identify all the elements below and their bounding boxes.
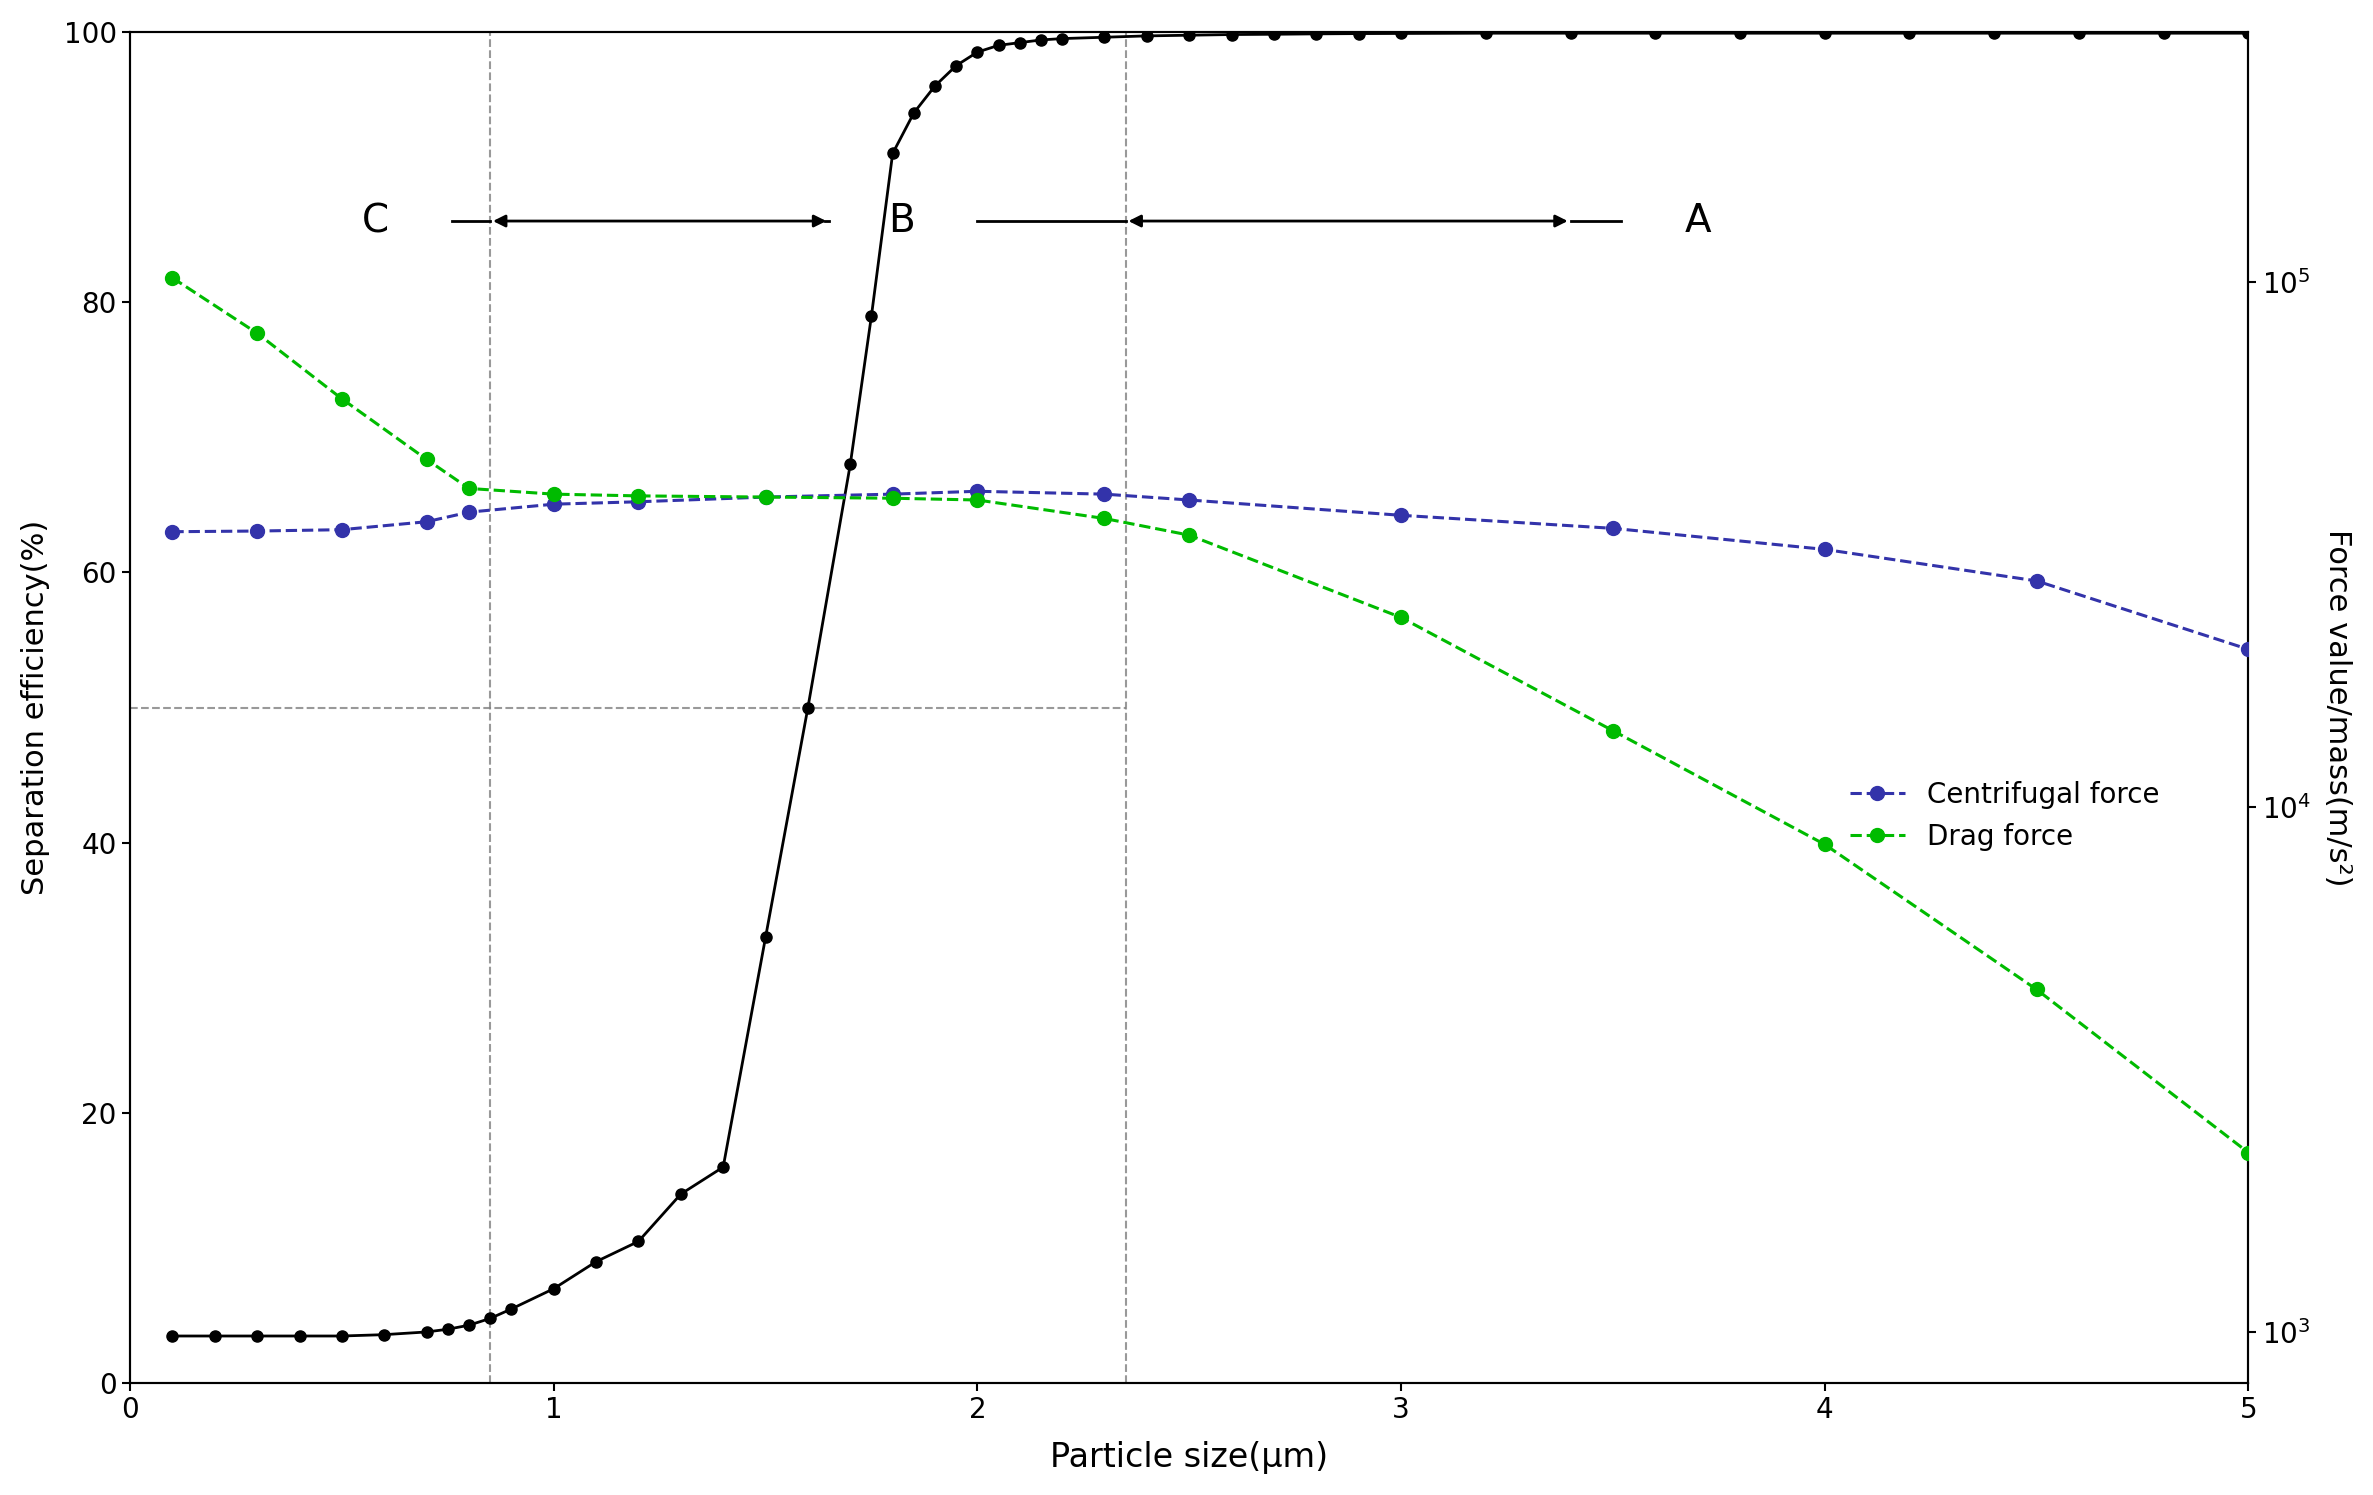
Text: A: A	[1685, 202, 1711, 241]
X-axis label: Particle size(μm): Particle size(μm)	[1051, 1441, 1329, 1474]
Text: B: B	[888, 202, 914, 241]
Y-axis label: Separation efficiency(%): Separation efficiency(%)	[21, 520, 50, 896]
Text: C: C	[363, 202, 389, 241]
Y-axis label: Force value/mass(m/s²): Force value/mass(m/s²)	[2323, 529, 2352, 887]
Legend: Centrifugal force, Drag force: Centrifugal force, Drag force	[1839, 770, 2171, 861]
